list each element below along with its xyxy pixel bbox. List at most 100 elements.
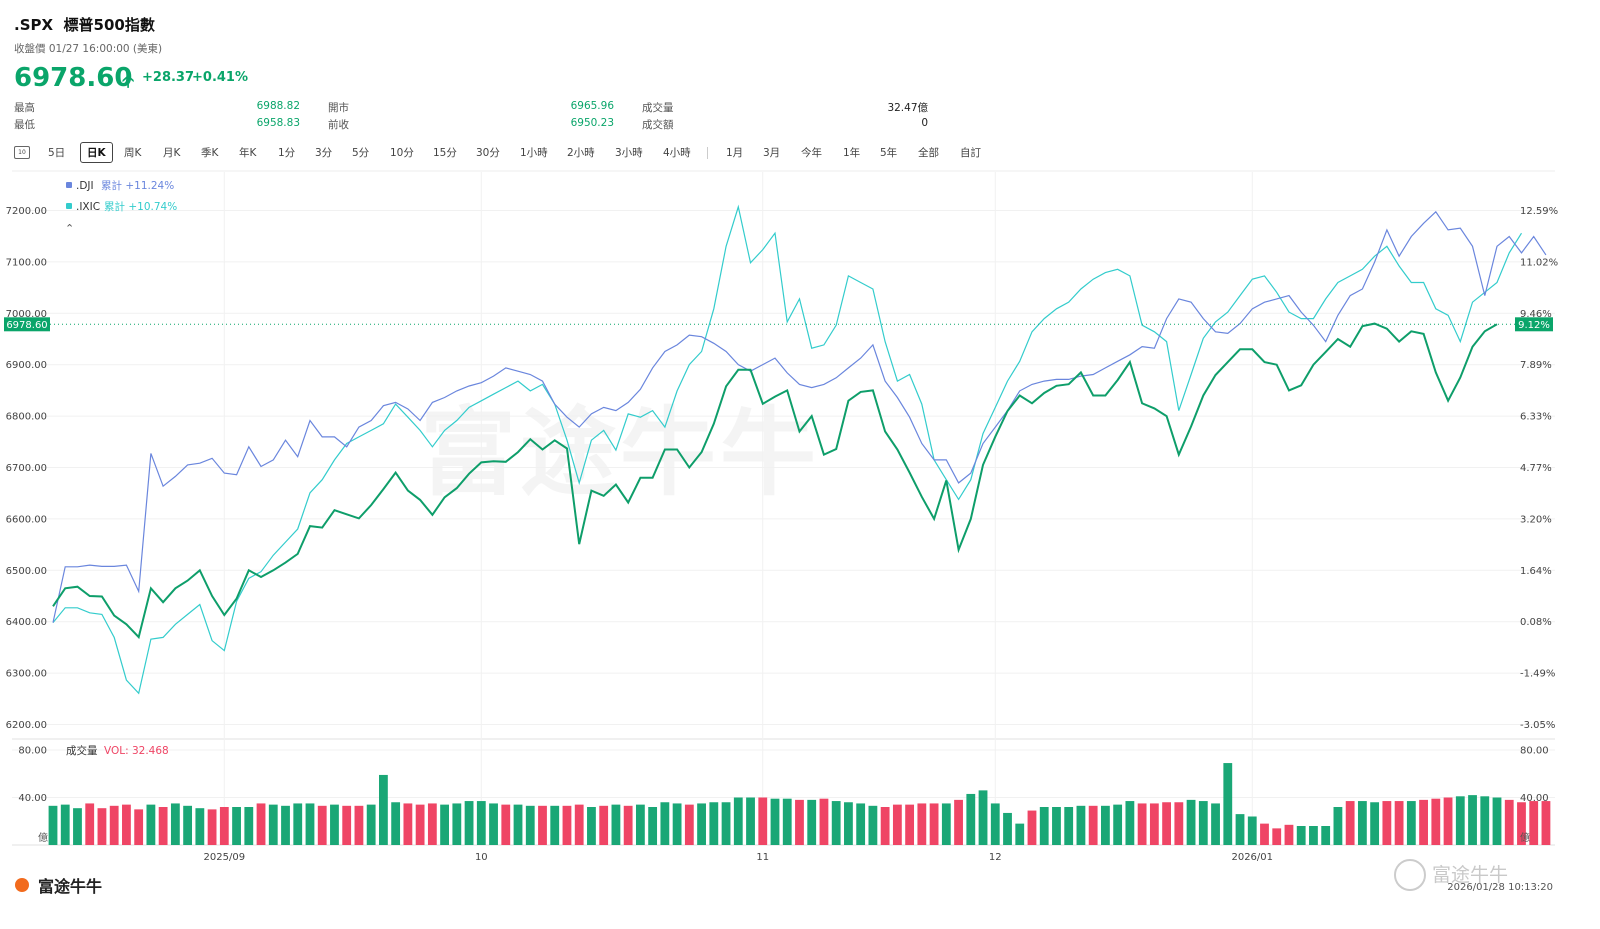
high-label: 最高 bbox=[14, 102, 35, 114]
volume-panel-label: 成交量 bbox=[66, 744, 98, 757]
watermark-corner-icon bbox=[1394, 859, 1426, 891]
volume-bar bbox=[122, 804, 131, 845]
volume-tick-label-right: 80.00 bbox=[1520, 746, 1549, 757]
volume-value: 32.47億 bbox=[887, 102, 928, 114]
x-tick-label: 2026/01 bbox=[1231, 852, 1273, 863]
volume-bar bbox=[880, 807, 890, 845]
tab-15m[interactable]: 15分 bbox=[433, 147, 457, 159]
volume-bar bbox=[391, 802, 401, 845]
tab-3h[interactable]: 3小時 bbox=[615, 147, 643, 159]
y2-tick-label: 4.77% bbox=[1520, 463, 1552, 474]
volume-bar bbox=[1174, 802, 1184, 845]
volume-bar bbox=[599, 805, 609, 845]
volume-bar bbox=[1223, 763, 1233, 845]
up-arrow-icon: 🡡 bbox=[122, 72, 135, 92]
volume-bar bbox=[48, 805, 58, 845]
volume-bar bbox=[1272, 828, 1282, 845]
symbol: .SPX bbox=[14, 16, 54, 34]
volume-bar bbox=[1186, 799, 1196, 845]
volume-bar bbox=[1052, 807, 1061, 845]
volume-bar bbox=[819, 798, 829, 845]
volume-bar bbox=[158, 807, 168, 845]
volume-bar bbox=[207, 809, 217, 845]
tab-4h[interactable]: 4小時 bbox=[663, 147, 691, 159]
volume-bar bbox=[684, 804, 694, 845]
range-3m[interactable]: 3月 bbox=[763, 147, 781, 159]
y-tick-label: 6600.00 bbox=[6, 514, 47, 525]
range-all[interactable]: 全部 bbox=[918, 147, 939, 159]
grid bbox=[12, 170, 1555, 846]
volume-label: 成交量 bbox=[642, 102, 674, 114]
volume-bar bbox=[1162, 802, 1171, 845]
volume-bar bbox=[648, 807, 658, 845]
open-label: 開市 bbox=[328, 102, 349, 114]
high-value: 6988.82 bbox=[256, 100, 300, 112]
volume-bar bbox=[660, 802, 670, 845]
legend-ixic-symbol: .IXIC bbox=[76, 201, 100, 213]
tab-2h[interactable]: 2小時 bbox=[567, 147, 595, 159]
tab-5m[interactable]: 5分 bbox=[352, 147, 370, 159]
range-1m[interactable]: 1月 bbox=[726, 147, 744, 159]
y-tick-label: 7100.00 bbox=[6, 257, 47, 268]
volume-bar bbox=[427, 803, 437, 845]
chart-settings-icon[interactable]: 10 bbox=[14, 146, 30, 159]
volume-bar bbox=[1027, 810, 1037, 845]
tab-yearly[interactable]: 年K bbox=[239, 147, 257, 159]
legend-dji-swatch bbox=[66, 182, 72, 188]
y-tick-label: 6200.00 bbox=[6, 720, 47, 731]
low-label: 最低 bbox=[14, 119, 35, 131]
range-custom[interactable]: 自訂 bbox=[960, 147, 981, 159]
y-tick-label: 7200.00 bbox=[6, 206, 47, 217]
range-5y[interactable]: 5年 bbox=[880, 147, 898, 159]
y2-tick-label: 3.20% bbox=[1520, 514, 1552, 525]
volume-bar bbox=[623, 805, 633, 845]
volume-bar bbox=[501, 804, 511, 845]
y2-tick-label: 12.59% bbox=[1520, 206, 1558, 217]
volume-bar bbox=[1419, 799, 1428, 845]
tab-monthly[interactable]: 月K bbox=[163, 147, 181, 159]
volume-bars bbox=[48, 763, 1551, 845]
prev-close-value: 6950.23 bbox=[570, 117, 614, 129]
volume-bar bbox=[1431, 798, 1441, 845]
volume-bar bbox=[219, 807, 229, 845]
volume-bar bbox=[1101, 805, 1110, 845]
tab-quarterly[interactable]: 季K bbox=[201, 147, 219, 159]
volume-bar bbox=[795, 799, 804, 845]
x-tick-label: 11 bbox=[756, 852, 769, 863]
volume-bar bbox=[195, 808, 205, 845]
y-tick-label: 6700.00 bbox=[6, 463, 47, 474]
volume-bar bbox=[966, 793, 976, 845]
y2-tick-label: 0.08% bbox=[1520, 617, 1552, 628]
tab-daily[interactable]: 日K bbox=[80, 142, 113, 163]
volume-bar bbox=[440, 804, 449, 845]
tab-1m[interactable]: 1分 bbox=[278, 147, 296, 159]
legend-ixic-value: 累計 +10.74% bbox=[104, 200, 177, 213]
volume-bar bbox=[73, 808, 82, 845]
last-price: 6978.60 bbox=[14, 63, 133, 93]
footer-logo-text: 富途牛牛 bbox=[38, 877, 102, 896]
volume-bar bbox=[1455, 796, 1465, 845]
volume-bar bbox=[831, 801, 841, 845]
volume-bar bbox=[403, 803, 413, 845]
collapse-legend-icon[interactable]: ⌃ bbox=[65, 222, 74, 235]
volume-bar bbox=[807, 799, 817, 845]
low-value: 6958.83 bbox=[256, 117, 300, 129]
tab-30m[interactable]: 30分 bbox=[476, 147, 500, 159]
tab-10m[interactable]: 10分 bbox=[390, 147, 414, 159]
volume-bar bbox=[1076, 805, 1086, 845]
range-ytd[interactable]: 今年 bbox=[801, 147, 822, 159]
y-tick-label: 6900.00 bbox=[6, 360, 47, 371]
tab-1h[interactable]: 1小時 bbox=[520, 147, 548, 159]
tab-3m[interactable]: 3分 bbox=[315, 147, 333, 159]
volume-bar bbox=[1296, 826, 1306, 845]
volume-bar bbox=[1088, 805, 1098, 845]
tab-weekly[interactable]: 周K bbox=[124, 147, 142, 159]
footer-brand-right: 富途牛牛 bbox=[1432, 864, 1508, 886]
range-1y[interactable]: 1年 bbox=[843, 147, 861, 159]
volume-bar bbox=[1137, 803, 1147, 845]
tab-5d[interactable]: 5日 bbox=[48, 147, 66, 159]
price-change: +28.37 bbox=[142, 70, 195, 85]
volume-bar bbox=[354, 805, 364, 845]
volume-tick-label: 80.00 bbox=[18, 746, 47, 757]
